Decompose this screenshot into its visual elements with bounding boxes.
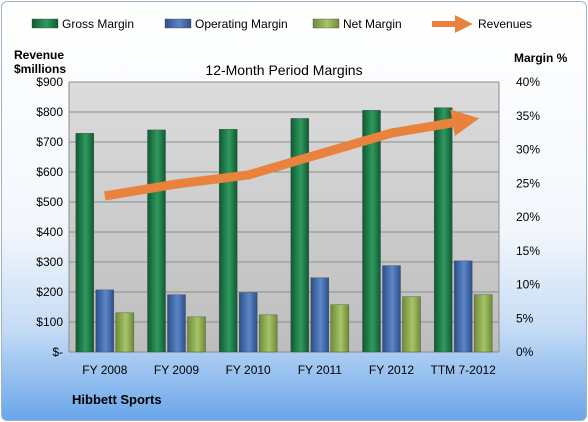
left-tick-label: $200 [36, 285, 63, 299]
left-tick-label: $700 [36, 135, 63, 149]
bar-gross-margin [75, 133, 95, 353]
bar-operating-margin [167, 294, 186, 353]
left-tick-label: $100 [36, 315, 63, 329]
legend-label: Gross Margin [62, 17, 134, 31]
legend-swatch-gross-margin [31, 18, 59, 29]
x-tick-label: FY 2010 [226, 363, 271, 377]
bar-operating-margin [238, 292, 258, 353]
left-axis-title: Revenue [14, 48, 64, 62]
company-label: Hibbett Sports [72, 392, 162, 407]
bar-net-margin [402, 296, 421, 353]
right-axis-title: Margin % [514, 51, 568, 65]
right-tick-label: 35% [516, 109, 540, 123]
bar-net-margin [115, 312, 135, 353]
chart-title: 12-Month Period Margins [205, 62, 362, 78]
legend-label: Revenues [478, 17, 532, 31]
x-tick-label: FY 2008 [82, 363, 127, 377]
left-tick-label: $800 [36, 105, 63, 119]
bar-operating-margin [310, 277, 330, 353]
left-tick-label: $400 [36, 225, 63, 239]
right-tick-label: 15% [516, 244, 540, 258]
bar-net-margin [473, 294, 493, 353]
right-tick-label: 20% [516, 210, 540, 224]
bar-gross-margin [290, 118, 310, 353]
bar-gross-margin [147, 129, 166, 353]
left-tick-label: $600 [36, 165, 63, 179]
bar-net-margin [330, 304, 350, 353]
bar-gross-margin [433, 107, 453, 353]
left-axis-title: $millions [14, 62, 66, 76]
right-tick-label: 25% [516, 176, 540, 190]
bar-net-margin [258, 314, 278, 353]
right-tick-label: 5% [516, 311, 534, 325]
legend-label: Operating Margin [195, 17, 288, 31]
x-tick-label: FY 2009 [154, 363, 199, 377]
bar-net-margin [187, 316, 206, 353]
left-tick-label: $300 [36, 255, 63, 269]
right-tick-label: 30% [516, 143, 540, 157]
x-tick-label: FY 2011 [298, 363, 343, 377]
right-tick-label: 40% [516, 75, 540, 89]
legend-swatch-operating-margin [164, 18, 192, 29]
right-tick-label: 10% [516, 278, 540, 292]
bar-operating-margin [95, 289, 115, 353]
right-tick-label: 0% [516, 345, 534, 359]
left-tick-label: $900 [36, 75, 63, 89]
bar-operating-margin [382, 265, 401, 353]
bar-gross-margin [218, 129, 238, 353]
bar-operating-margin [453, 260, 473, 353]
left-tick-label: $- [52, 345, 63, 359]
x-tick-label: FY 2012 [369, 363, 414, 377]
revenues-line [104, 109, 480, 201]
x-tick-label: TTM 7-2012 [430, 363, 496, 377]
left-tick-label: $500 [36, 195, 63, 209]
bar-gross-margin [362, 110, 381, 353]
legend-label: Net Margin [343, 17, 402, 31]
legend-swatch-net-margin [312, 18, 340, 29]
